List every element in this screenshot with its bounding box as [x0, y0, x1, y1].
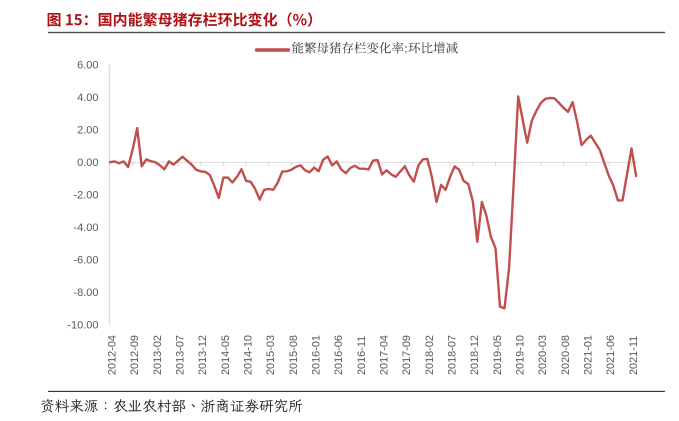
svg-text:2018-02: 2018-02: [424, 335, 436, 375]
svg-text:6.00: 6.00: [77, 60, 98, 72]
svg-text:-4.00: -4.00: [73, 222, 98, 234]
svg-text:2020-08: 2020-08: [560, 335, 572, 375]
svg-text:4.00: 4.00: [77, 92, 98, 104]
svg-text:-6.00: -6.00: [73, 255, 98, 267]
svg-text:2019-10: 2019-10: [515, 335, 527, 375]
svg-text:2017-04: 2017-04: [379, 335, 391, 375]
svg-text:2018-07: 2018-07: [447, 335, 459, 375]
svg-text:2013-02: 2013-02: [152, 335, 164, 375]
svg-text:2016-11: 2016-11: [356, 336, 368, 375]
svg-text:-8.00: -8.00: [73, 287, 98, 299]
svg-text:2014-10: 2014-10: [243, 335, 255, 375]
svg-text:2020-03: 2020-03: [537, 335, 549, 375]
svg-text:2013-07: 2013-07: [174, 335, 186, 375]
svg-text:2021-01: 2021-01: [583, 335, 595, 375]
svg-text:-2.00: -2.00: [73, 190, 98, 202]
svg-text:0.00: 0.00: [77, 157, 98, 169]
svg-text:2015-03: 2015-03: [265, 335, 277, 375]
svg-text:2014-05: 2014-05: [220, 335, 232, 375]
svg-text:2016-06: 2016-06: [333, 335, 345, 375]
svg-text:2012-09: 2012-09: [129, 335, 141, 375]
svg-text:2013-12: 2013-12: [197, 335, 209, 375]
svg-text:2015-08: 2015-08: [288, 335, 300, 375]
svg-text:2021-06: 2021-06: [605, 335, 617, 375]
svg-text:2016-01: 2016-01: [311, 335, 323, 375]
svg-text:2018-12: 2018-12: [469, 335, 481, 375]
svg-text:2021-11: 2021-11: [628, 336, 640, 375]
svg-text:2.00: 2.00: [77, 125, 98, 137]
svg-text:2017-09: 2017-09: [401, 335, 413, 375]
svg-text:-10.00: -10.00: [67, 320, 98, 332]
svg-text:2012-04: 2012-04: [106, 335, 118, 375]
svg-text:2019-05: 2019-05: [492, 335, 504, 375]
